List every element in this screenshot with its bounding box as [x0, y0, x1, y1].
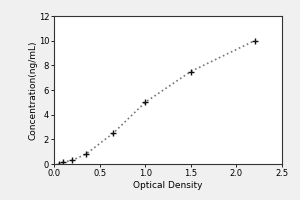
X-axis label: Optical Density: Optical Density	[133, 181, 203, 190]
Y-axis label: Concentration(ng/mL): Concentration(ng/mL)	[28, 40, 37, 140]
